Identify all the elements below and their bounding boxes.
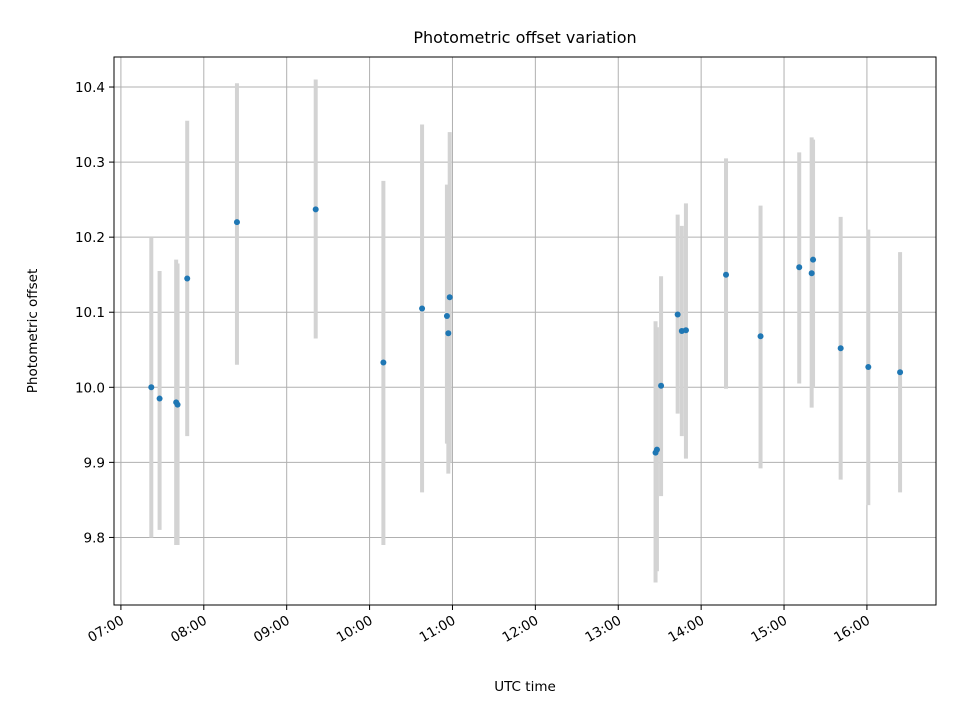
x-tick-label: 12:00	[500, 613, 542, 646]
x-tick-label: 07:00	[85, 613, 127, 646]
data-point	[446, 294, 453, 301]
data-point	[757, 333, 764, 340]
data-points	[148, 206, 904, 456]
data-point	[445, 330, 452, 337]
data-point	[443, 312, 450, 319]
data-point	[723, 271, 730, 278]
error-bars	[149, 79, 903, 583]
chart-title: Photometric offset variation	[413, 28, 636, 47]
data-point	[174, 401, 181, 408]
data-point	[674, 311, 681, 318]
y-tick-label: 9.8	[84, 530, 105, 546]
data-point	[233, 219, 240, 226]
y-tick-label: 10.3	[75, 155, 105, 171]
x-tick-label: 10:00	[334, 613, 376, 646]
y-tick-label: 9.9	[84, 455, 105, 471]
data-point	[808, 270, 815, 277]
data-point	[156, 395, 163, 402]
y-tick-label: 10.0	[75, 380, 105, 396]
data-point	[682, 327, 689, 334]
x-tick-label: 09:00	[251, 613, 293, 646]
data-point	[810, 256, 817, 263]
x-tick-label: 16:00	[831, 613, 873, 646]
y-axis-label: Photometric offset	[25, 269, 41, 393]
y-tick-label: 10.2	[75, 230, 105, 246]
data-point	[184, 275, 191, 282]
x-tick-label: 11:00	[417, 613, 459, 646]
plot-frame	[113, 56, 937, 606]
x-axis-label: UTC time	[494, 679, 556, 695]
x-tick-label: 14:00	[665, 613, 707, 646]
data-point	[796, 264, 803, 271]
data-point	[419, 305, 426, 312]
data-point	[897, 369, 904, 376]
y-axis-ticks: 9.8 9.9 10.0 10.1 10.2 10.3 10.4	[75, 80, 114, 546]
y-tick-label: 10.4	[75, 80, 105, 96]
x-axis-ticks: 07:00 08:00 09:00 10:00 11:00 12:00 13:00 14:00…	[85, 605, 873, 646]
x-tick-label: 15:00	[748, 613, 790, 646]
x-tick-label: 13:00	[583, 613, 625, 646]
data-point	[312, 206, 319, 213]
data-point	[658, 382, 665, 389]
data-point	[380, 359, 387, 366]
data-point	[148, 384, 155, 391]
data-point	[837, 345, 844, 352]
data-point	[865, 364, 872, 371]
data-point	[653, 446, 660, 453]
x-tick-label: 08:00	[168, 613, 210, 646]
y-tick-label: 10.1	[75, 305, 105, 321]
